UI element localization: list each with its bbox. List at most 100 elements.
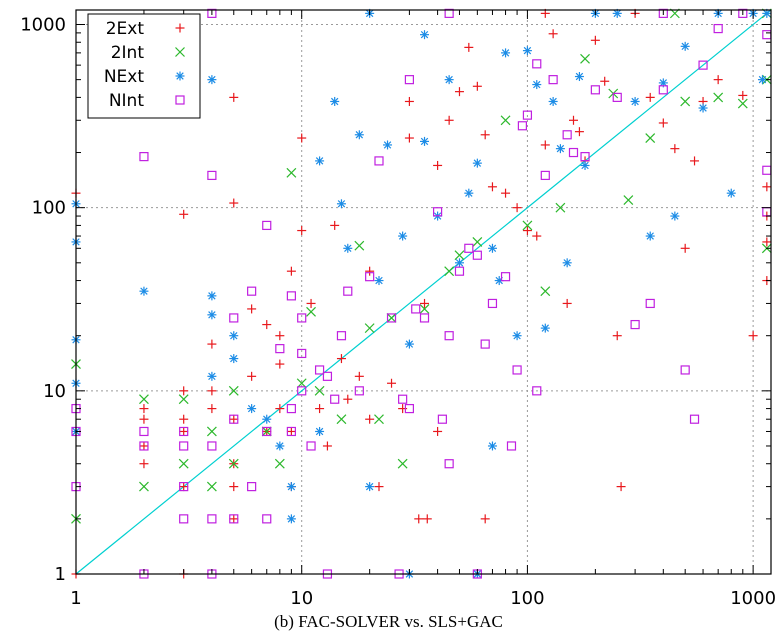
data-point-2ext [365,414,375,424]
data-point-nint [297,348,307,359]
data-point-nint [512,365,522,375]
legend-marker-next [175,71,185,81]
data-point-2ext [420,298,430,308]
data-point-next [698,103,708,113]
data-point-2int [419,304,430,314]
data-point-2ext [680,243,690,253]
data-point-next [757,75,767,85]
y-tick-label: 100 [32,198,66,219]
data-point-nint [506,441,517,451]
data-point-next [365,482,375,492]
data-point-2ext [229,414,239,424]
data-point-nint [386,313,397,323]
data-point-next [207,75,217,85]
data-point-next [374,276,384,286]
data-point-2int [555,202,566,213]
data-point-nint [738,8,748,18]
data-point-nint [444,331,454,341]
legend-label: NExt [104,67,145,87]
data-point-2ext [139,404,149,414]
data-point-2int [580,53,590,64]
data-point-2ext [464,42,474,52]
data-point-next [680,41,690,51]
data-point-nint [762,30,772,40]
data-point-next [207,291,217,301]
data-point-nint [411,304,421,314]
data-point-2ext [179,386,189,396]
x-tick-label: 1 [70,588,81,609]
data-point-2ext [179,482,189,492]
data-point-2int [623,195,634,206]
data-point-next [343,243,353,253]
data-point-2int [336,414,347,425]
data-point-2ext [247,371,257,381]
data-point-nint [179,482,189,492]
data-point-next [630,96,640,106]
legend-label: NInt [109,91,145,111]
data-point-2ext [275,359,285,369]
data-point-2int [472,237,483,247]
data-point-nint [590,85,600,95]
data-point-2ext [207,339,217,349]
data-point-2ext [286,266,296,276]
data-point-2int [178,394,189,405]
data-point-2ext [532,231,542,241]
data-point-nint [179,514,189,524]
data-point-2ext [179,426,189,436]
data-point-2int [500,115,511,126]
data-point-next [454,258,464,268]
data-point-2ext [713,75,723,85]
data-point-next [562,258,572,268]
data-point-2ext [670,144,680,154]
data-point-next [645,231,655,241]
data-point-2ext [247,304,257,314]
data-point-2ext [600,76,610,86]
data-point-next [315,426,325,436]
data-point-nint [207,8,217,18]
data-point-nint [522,110,533,120]
data-point-2ext [540,140,550,150]
data-point-2ext [480,514,490,524]
data-point-next [574,72,584,82]
data-point-next [262,414,272,424]
data-point-2int [228,385,239,396]
data-point-next [532,80,542,90]
data-point-nint [454,266,465,276]
data-point-nint [444,459,454,469]
data-point-nint [262,220,272,231]
plot-frame [75,9,772,575]
data-point-nint [713,23,723,34]
data-point-nint [229,514,239,524]
data-point-nint [179,441,189,451]
axis-ticks: 1 10 100 1000 1 10 100 1000 [20,10,776,609]
y-tick-label: 10 [43,381,66,402]
data-point-nint [404,75,415,85]
x-tick-label: 100 [510,588,544,609]
y-tick-label: 1 [55,564,66,585]
data-point-nint [568,147,579,158]
data-point-nint [229,313,239,323]
data-point-2ext [444,115,454,125]
data-point-next [275,441,285,451]
data-point-next [548,96,558,106]
data-point-nint [487,298,498,309]
data-point-2ext [297,226,307,236]
data-point-2ext [480,130,490,140]
data-point-2ext [590,35,600,45]
data-point-nint [330,394,340,404]
data-point-2int [178,458,189,469]
data-point-2ext [748,331,758,341]
legend-marker-2ext [175,23,185,33]
data-point-2ext [645,92,655,102]
data-point-next [398,231,408,241]
data-point-2int [286,167,297,178]
data-point-2ext [512,203,522,213]
data-point-2ext [354,371,364,381]
data-point-2ext [404,96,414,106]
data-point-nint [247,286,257,296]
data-point-nint [275,344,285,354]
x-tick-label: 10 [290,588,313,609]
data-point-nint [374,156,384,166]
data-point-nint [336,331,347,341]
data-point-nint [179,426,189,437]
